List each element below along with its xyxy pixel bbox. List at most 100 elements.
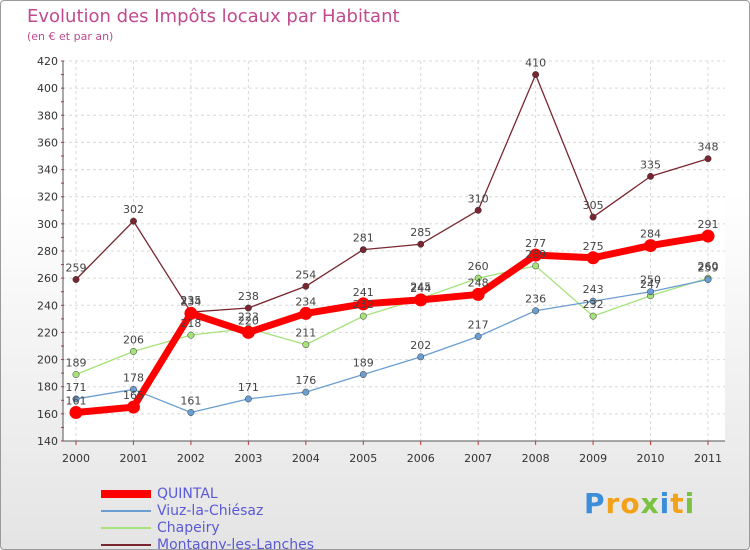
data-point [414,293,428,307]
data-label: 243 [583,283,604,296]
legend-swatch-quintal [101,489,151,498]
data-label: 171 [238,381,259,394]
data-label: 275 [583,240,604,253]
y-tick-label: 400 [37,82,58,95]
data-point [244,304,252,312]
legend-label: Viuz-la-Chiésaz [157,502,264,519]
data-label: 189 [353,357,374,370]
data-point [529,248,543,262]
logo-letter: x [640,487,660,520]
data-label: 248 [468,276,489,289]
data-point [356,297,370,311]
data-label: 254 [295,268,316,281]
x-tick-label: 2007 [464,452,492,465]
data-point [187,409,195,416]
y-tick-label: 340 [37,164,58,177]
data-point [704,276,712,283]
legend-item-quintal[interactable]: QUINTAL [101,485,314,502]
data-label: 277 [525,237,546,250]
data-point [184,306,198,320]
data-label: 211 [295,327,316,340]
data-point [359,371,367,378]
chart-title: Evolution des Impôts locaux par Habitant [27,6,400,27]
y-tick-label: 360 [37,136,58,149]
x-tick-label: 2006 [407,452,435,465]
data-label: 189 [66,357,87,370]
y-tick-label: 220 [37,326,58,339]
x-tick-label: 2010 [637,452,665,465]
logo-letter: r [605,487,621,520]
data-point [589,213,597,221]
data-point [72,276,80,283]
legend-swatch-montagny [101,543,151,546]
data-label: 223 [238,310,259,323]
data-label: 302 [123,203,144,216]
data-label: 260 [468,260,489,273]
logo-letter: t [670,487,685,520]
data-point [359,312,367,320]
data-label: 348 [698,141,719,154]
legend-item-chapeiry[interactable]: Chapeiry [101,519,314,536]
data-label: 218 [180,317,201,330]
data-point [644,239,658,253]
legend-item-montagny[interactable]: Montagny-les-Lanches [101,536,314,549]
data-label: 259 [698,262,719,275]
y-tick-label: 180 [37,381,58,394]
data-point [302,282,310,290]
data-point [471,287,485,301]
data-label: 161 [66,395,87,408]
data-point [302,388,310,396]
data-label: 305 [583,199,604,212]
y-tick-label: 240 [37,299,58,312]
data-label: 284 [640,228,661,241]
data-point [474,206,482,214]
series-layer [69,71,715,419]
axes: 140 160 180 200 220 240 260 280 300 320 340 360 380 4… [37,55,725,465]
data-point [586,251,600,265]
data-label: 232 [353,298,374,311]
data-point [359,246,367,254]
data-label: 161 [180,395,201,408]
x-tick-label: 2004 [292,452,320,465]
data-label: 232 [583,298,604,311]
data-point [474,333,482,340]
data-label: 217 [468,319,489,332]
data-label: 310 [468,192,489,205]
data-point [72,371,80,378]
legend: QUINTAL Viuz-la-Chiésaz Chapeiry Montagn… [101,485,314,549]
data-label: 176 [295,374,316,387]
x-tick-label: 2001 [119,452,147,465]
data-point [589,312,597,320]
logo-letter: i [684,487,696,520]
series-line [72,232,712,416]
data-point [474,274,482,282]
data-point [417,353,425,361]
data-label: 171 [66,381,87,394]
data-label: 178 [123,371,144,384]
data-label: 250 [640,274,661,287]
y-tick-label: 260 [37,272,58,285]
legend-swatch-viuz [101,509,151,512]
y-tick-label: 280 [37,245,58,258]
data-point [130,217,137,225]
data-label: 281 [353,232,374,245]
data-point [302,341,310,349]
data-labels: 259 302 235 238 254 281 285 310 410 305 335 348 189 2… [66,57,719,408]
x-tick-label: 2008 [522,452,550,465]
data-point [532,71,540,79]
data-point [299,306,313,320]
data-label: 269 [525,248,546,261]
x-tick-label: 2003 [234,452,262,465]
y-tick-label: 320 [37,191,58,204]
y-tick-label: 300 [37,218,58,231]
data-label: 247 [640,278,661,291]
data-point [532,262,540,270]
y-tick-label: 140 [37,435,58,448]
legend-item-viuz[interactable]: Viuz-la-Chiésaz [101,502,314,519]
proxiti-logo: Proxiti [584,487,695,520]
data-label: 202 [410,339,431,352]
series-line [75,265,709,376]
data-label: 236 [525,293,546,306]
data-label: 410 [525,57,546,70]
